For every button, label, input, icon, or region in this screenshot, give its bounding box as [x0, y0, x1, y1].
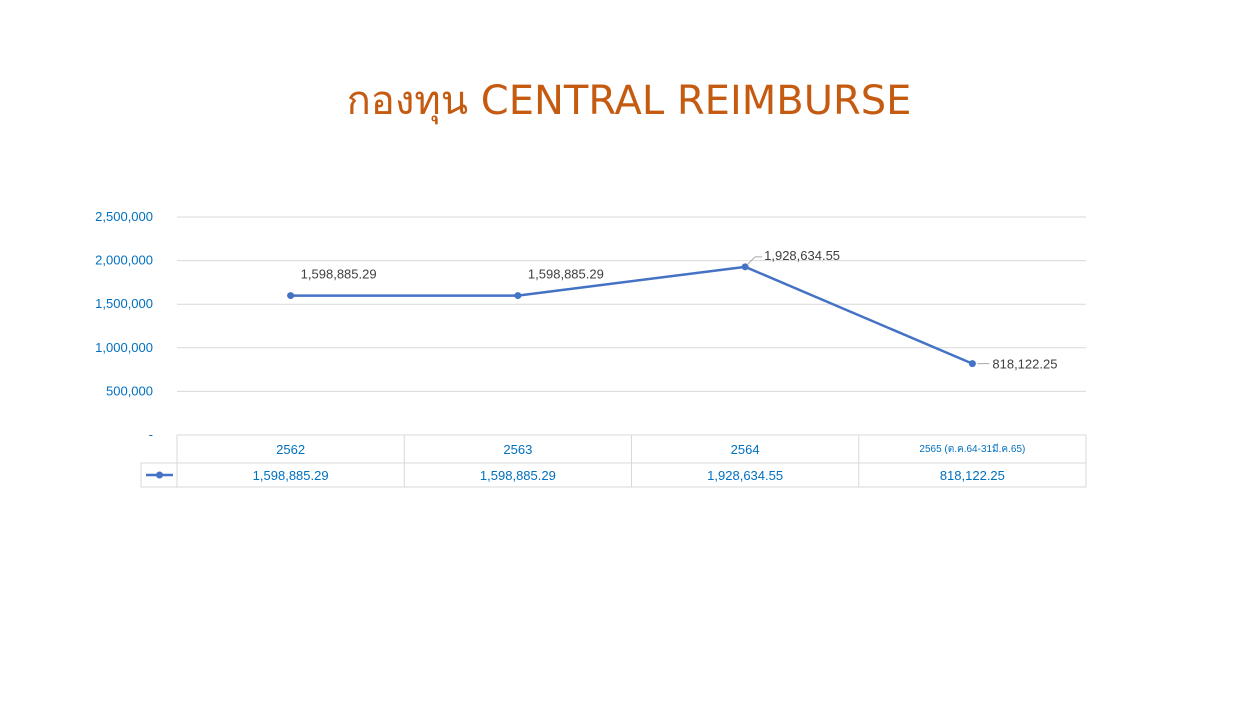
table-category-cell: 2562 — [276, 442, 305, 457]
leader-line — [746, 256, 763, 266]
data-label: 1,928,634.55 — [764, 248, 840, 263]
table-category-cell: 2563 — [503, 442, 532, 457]
table-value-cell: 1,598,885.29 — [253, 468, 329, 483]
y-axis-tick-labels: - 500,000 1,000,000 1,500,000 2,000,000 2,500… — [95, 209, 153, 442]
data-point — [741, 263, 749, 271]
table-category-cell: 2564 — [731, 442, 760, 457]
table-value-cell: 1,598,885.29 — [480, 468, 556, 483]
y-tick-label: 2,500,000 — [95, 209, 153, 224]
data-label: 1,598,885.29 — [528, 267, 604, 282]
data-point — [514, 292, 522, 300]
y-tick-label: - — [149, 427, 153, 442]
slide-title: กองทุน CENTRAL REIMBURSE — [346, 78, 912, 124]
table-category-cell: 2565 (ต.ค.64-31มี.ค.65) — [919, 443, 1025, 455]
grid-lines — [177, 216, 1086, 392]
series-line-group — [287, 263, 976, 368]
data-point — [968, 360, 976, 368]
table-value-cell: 1,928,634.55 — [707, 468, 783, 483]
y-tick-label: 500,000 — [106, 383, 153, 398]
data-point — [287, 292, 295, 300]
data-label: 1,598,885.29 — [301, 267, 377, 282]
series-line — [290, 265, 973, 365]
y-tick-label: 1,500,000 — [95, 296, 153, 311]
data-table: 2562 2563 2564 2565 (ต.ค.64-31มี.ค.65) 1,598… — [140, 434, 1087, 488]
data-label: 818,122.25 — [992, 357, 1057, 372]
y-tick-label: 1,000,000 — [95, 340, 153, 355]
table-value-cell: 818,122.25 — [940, 468, 1005, 483]
data-labels: 1,598,885.29 1,598,885.29 1,928,634.55 818,… — [301, 248, 1058, 372]
y-tick-label: 2,000,000 — [95, 253, 153, 268]
table-legend-marker — [156, 471, 163, 479]
